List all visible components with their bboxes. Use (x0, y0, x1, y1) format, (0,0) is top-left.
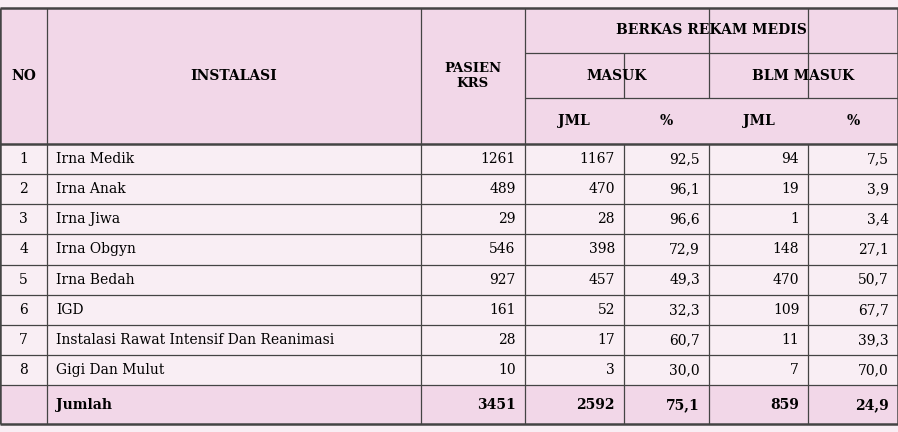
Text: NO: NO (11, 69, 36, 83)
Text: 29: 29 (498, 212, 515, 226)
Text: 3: 3 (606, 363, 615, 377)
Text: PASIEN
KRS: PASIEN KRS (445, 62, 501, 90)
Text: 2: 2 (19, 182, 28, 196)
Text: 67,7: 67,7 (858, 303, 889, 317)
Text: 4: 4 (19, 242, 28, 257)
Text: 19: 19 (781, 182, 799, 196)
Text: 24,9: 24,9 (855, 398, 889, 412)
Text: INSTALASI: INSTALASI (190, 69, 277, 83)
Text: 109: 109 (773, 303, 799, 317)
Text: MASUK: MASUK (586, 69, 647, 83)
Text: 3: 3 (19, 212, 28, 226)
Text: Irna Obgyn: Irna Obgyn (57, 242, 136, 257)
Text: Instalasi Rawat Intensif Dan Reanimasi: Instalasi Rawat Intensif Dan Reanimasi (57, 333, 334, 347)
Text: JML: JML (743, 114, 774, 128)
Text: 70,0: 70,0 (858, 363, 889, 377)
Text: 2592: 2592 (577, 398, 615, 412)
Text: 1167: 1167 (579, 152, 615, 166)
Text: 10: 10 (498, 363, 515, 377)
Text: Gigi Dan Mulut: Gigi Dan Mulut (57, 363, 164, 377)
Text: 96,1: 96,1 (669, 182, 700, 196)
Text: 7: 7 (790, 363, 799, 377)
Text: 1: 1 (790, 212, 799, 226)
Text: Jumlah: Jumlah (57, 398, 112, 412)
Text: JML: JML (559, 114, 590, 128)
Text: Irna Bedah: Irna Bedah (57, 273, 135, 287)
Text: 11: 11 (781, 333, 799, 347)
Text: BLM MASUK: BLM MASUK (753, 69, 855, 83)
Text: 6: 6 (19, 303, 28, 317)
Text: BERKAS REKAM MEDIS: BERKAS REKAM MEDIS (616, 23, 806, 38)
Text: 7: 7 (19, 333, 28, 347)
Text: 148: 148 (772, 242, 799, 257)
Text: 30,0: 30,0 (669, 363, 700, 377)
Text: 489: 489 (489, 182, 515, 196)
Text: 859: 859 (770, 398, 799, 412)
Text: IGD: IGD (57, 303, 84, 317)
Text: 3451: 3451 (477, 398, 515, 412)
Text: 49,3: 49,3 (669, 273, 700, 287)
Text: 94: 94 (781, 152, 799, 166)
Text: %: % (660, 114, 673, 128)
Bar (0, 8, 898, 144)
Text: 546: 546 (489, 242, 515, 257)
Text: 470: 470 (588, 182, 615, 196)
Text: 72,9: 72,9 (669, 242, 700, 257)
Text: 75,1: 75,1 (666, 398, 700, 412)
Bar (0, 385, 898, 424)
Text: 1: 1 (19, 152, 28, 166)
Text: 5: 5 (19, 273, 28, 287)
Text: 39,3: 39,3 (858, 333, 889, 347)
Text: 8: 8 (19, 363, 28, 377)
Text: 398: 398 (589, 242, 615, 257)
Text: 27,1: 27,1 (858, 242, 889, 257)
Text: 7,5: 7,5 (867, 152, 889, 166)
Text: 50,7: 50,7 (858, 273, 889, 287)
Text: 32,3: 32,3 (669, 303, 700, 317)
Text: Irna Medik: Irna Medik (57, 152, 135, 166)
Text: 28: 28 (498, 333, 515, 347)
Text: 1261: 1261 (480, 152, 515, 166)
Text: 3,9: 3,9 (867, 182, 889, 196)
Text: 52: 52 (597, 303, 615, 317)
Text: 927: 927 (489, 273, 515, 287)
Text: 17: 17 (597, 333, 615, 347)
Text: 96,6: 96,6 (669, 212, 700, 226)
Text: 60,7: 60,7 (669, 333, 700, 347)
Text: 28: 28 (597, 212, 615, 226)
Text: Irna Anak: Irna Anak (57, 182, 126, 196)
Text: 92,5: 92,5 (669, 152, 700, 166)
Text: 161: 161 (489, 303, 515, 317)
Text: 3,4: 3,4 (867, 212, 889, 226)
Text: %: % (847, 114, 859, 128)
Text: 470: 470 (772, 273, 799, 287)
Text: Irna Jiwa: Irna Jiwa (57, 212, 120, 226)
Text: 457: 457 (588, 273, 615, 287)
